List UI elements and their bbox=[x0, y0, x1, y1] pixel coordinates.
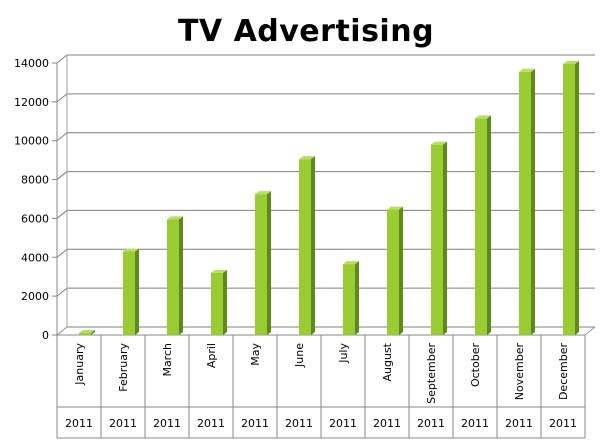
y-tick-label: 14000 bbox=[14, 57, 49, 70]
category-group-label: 2011 bbox=[461, 417, 489, 430]
gridline-diagonal bbox=[56, 93, 68, 103]
wall-corner-line bbox=[56, 326, 68, 336]
bar-front bbox=[475, 118, 487, 335]
bar-side bbox=[223, 269, 227, 335]
category-group-label: 2011 bbox=[197, 417, 225, 430]
bar-side bbox=[399, 206, 403, 335]
bar-front bbox=[211, 272, 223, 335]
category-label: July bbox=[337, 343, 350, 364]
bar-front bbox=[431, 144, 443, 335]
bar-side bbox=[135, 248, 139, 335]
bar-front bbox=[563, 63, 575, 335]
category-group-label: 2011 bbox=[241, 417, 269, 430]
bar-april bbox=[211, 269, 227, 335]
category-label: March bbox=[161, 343, 174, 377]
category-label: February bbox=[117, 343, 130, 392]
bar-side bbox=[91, 330, 95, 335]
category-group-label: 2011 bbox=[505, 417, 533, 430]
bar-july bbox=[343, 261, 359, 335]
bar-front bbox=[343, 264, 355, 335]
bar-top bbox=[343, 261, 359, 265]
bar-front bbox=[519, 71, 531, 335]
bar-top bbox=[79, 330, 95, 334]
bar-march bbox=[167, 216, 183, 335]
category-label: December bbox=[557, 343, 570, 401]
bar-side bbox=[531, 68, 535, 335]
bar-top bbox=[167, 216, 183, 220]
category-label: June bbox=[293, 343, 306, 368]
category-label: September bbox=[425, 343, 438, 404]
category-group-label: 2011 bbox=[417, 417, 445, 430]
category-group-label: 2011 bbox=[65, 417, 93, 430]
bar-side bbox=[487, 115, 491, 335]
bar-november bbox=[519, 68, 535, 335]
floor-right-edge bbox=[584, 326, 596, 336]
category-group-label: 2011 bbox=[109, 417, 137, 430]
y-tick-label: 6000 bbox=[21, 212, 49, 225]
bar-may bbox=[255, 191, 271, 335]
gridline-diagonal bbox=[56, 248, 68, 258]
bar-side bbox=[575, 60, 579, 335]
bar-june bbox=[299, 156, 315, 335]
bar-top bbox=[431, 141, 447, 145]
category-label: August bbox=[381, 342, 394, 381]
gridline-diagonal bbox=[56, 132, 68, 142]
bars bbox=[79, 60, 579, 335]
category-group-label: 2011 bbox=[153, 417, 181, 430]
axes bbox=[52, 55, 596, 439]
bar-top bbox=[475, 115, 491, 119]
bar-front bbox=[299, 159, 311, 335]
bar-top bbox=[255, 191, 271, 195]
bar-side bbox=[355, 261, 359, 335]
y-tick-label: 10000 bbox=[14, 135, 49, 148]
category-group-label: 2011 bbox=[285, 417, 313, 430]
y-tick-label: 4000 bbox=[21, 251, 49, 264]
bar-february bbox=[123, 248, 139, 335]
bar-front bbox=[387, 209, 399, 335]
bar-side bbox=[267, 191, 271, 335]
bar-side bbox=[179, 216, 183, 335]
bar-side bbox=[311, 156, 315, 335]
y-tick-label: 2000 bbox=[21, 290, 49, 303]
bar-top bbox=[563, 60, 579, 64]
bar-front bbox=[167, 219, 179, 335]
bar-front bbox=[123, 251, 135, 335]
bar-front bbox=[255, 194, 267, 335]
category-group-label: 2011 bbox=[549, 417, 577, 430]
category-label: January bbox=[73, 343, 86, 386]
y-tick-label: 0 bbox=[42, 329, 49, 342]
bar-top bbox=[299, 156, 315, 160]
category-label: October bbox=[469, 343, 482, 387]
bar-top bbox=[123, 248, 139, 252]
bar-top bbox=[211, 269, 227, 273]
bar-front bbox=[79, 333, 91, 335]
gridlines bbox=[56, 54, 595, 336]
gridline-diagonal bbox=[56, 210, 68, 219]
gridline-diagonal bbox=[56, 54, 68, 64]
category-label: April bbox=[205, 343, 218, 368]
y-tick-label: 12000 bbox=[14, 96, 49, 109]
gridline-diagonal bbox=[56, 287, 68, 297]
y-tick-label: 8000 bbox=[21, 174, 49, 187]
category-group-label: 2011 bbox=[329, 417, 357, 430]
bar-top bbox=[519, 68, 535, 72]
bar-october bbox=[475, 115, 491, 335]
bar-january bbox=[79, 330, 95, 335]
chart-title: TV Advertising bbox=[177, 14, 435, 49]
category-label: November bbox=[513, 343, 526, 401]
category-group-label: 2011 bbox=[373, 417, 401, 430]
bar-top bbox=[387, 206, 403, 210]
bar-september bbox=[431, 141, 447, 335]
bar-december bbox=[563, 60, 579, 335]
category-label: May bbox=[249, 343, 262, 366]
bar-side bbox=[443, 141, 447, 335]
labels: 0 2000 4000 6000 8000 10000 12000 14000 January 2… bbox=[14, 57, 577, 430]
gridline-diagonal bbox=[56, 171, 68, 180]
bar-august bbox=[387, 206, 403, 335]
